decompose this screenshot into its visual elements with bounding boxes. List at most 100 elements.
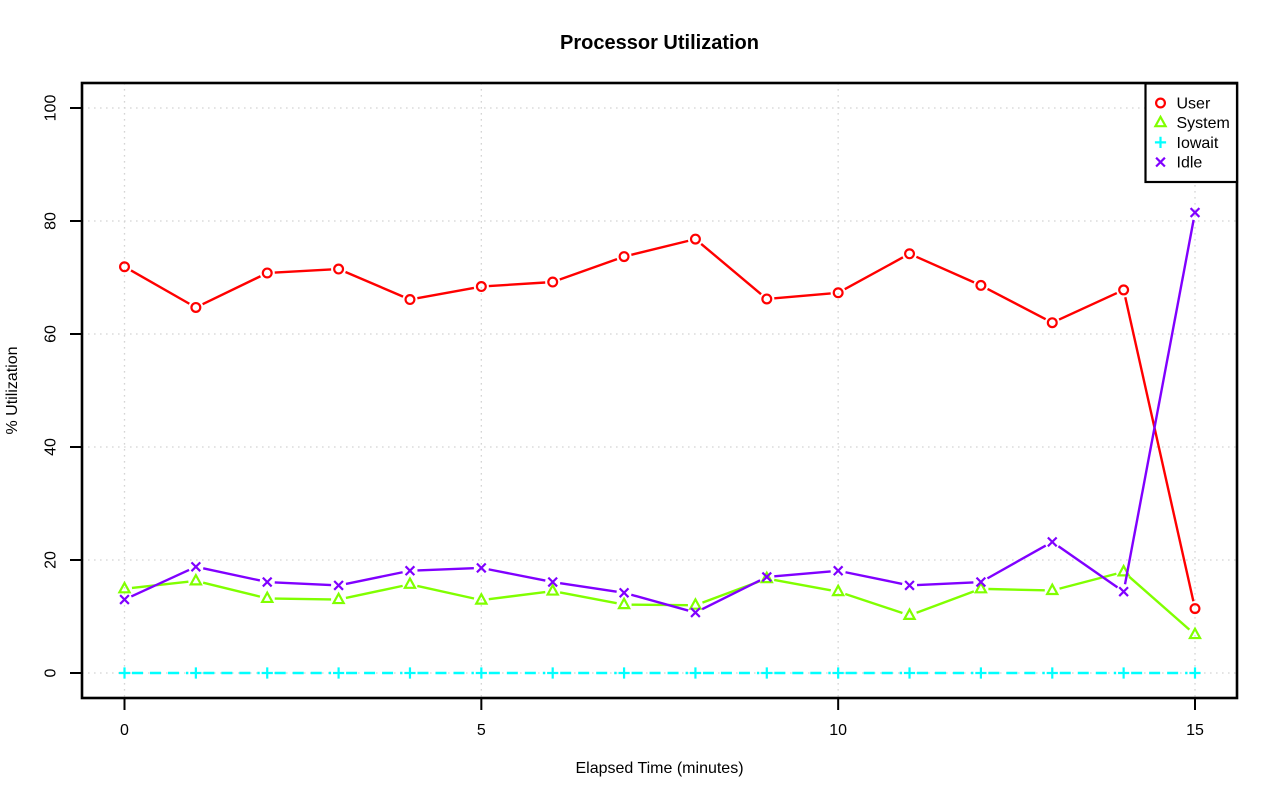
series-user-segment bbox=[417, 286, 475, 300]
series-iowait-marker bbox=[261, 667, 273, 679]
series-system-marker bbox=[545, 582, 560, 596]
series-idle-segment bbox=[701, 579, 761, 611]
legend-item-iowait: Iowait bbox=[1154, 135, 1219, 152]
series-system-segment bbox=[202, 581, 261, 598]
series-iowait-marker bbox=[975, 667, 987, 679]
series-system-marker bbox=[403, 576, 417, 589]
series-system-marker bbox=[331, 591, 346, 605]
series-user-segment bbox=[1058, 291, 1118, 321]
series-iowait-marker bbox=[903, 667, 916, 679]
legend-label-iowait: Iowait bbox=[1177, 135, 1219, 152]
series-idle-marker bbox=[975, 576, 987, 588]
series-idle-marker bbox=[333, 580, 344, 591]
series-iowait-marker bbox=[190, 667, 202, 679]
series-system bbox=[117, 563, 1202, 640]
legend-item-system: System bbox=[1153, 114, 1230, 132]
series-system-segment bbox=[1059, 572, 1117, 590]
series-user-marker bbox=[404, 294, 416, 306]
series-iowait-marker bbox=[761, 667, 773, 679]
series-idle-segment bbox=[845, 571, 903, 586]
series-user-segment bbox=[130, 269, 190, 305]
series-idle-segment bbox=[274, 581, 332, 587]
series-user-marker bbox=[689, 233, 701, 245]
series-user-segment bbox=[700, 242, 762, 296]
series-idle-marker bbox=[832, 565, 844, 576]
series-user-segment bbox=[1124, 296, 1195, 602]
series-system-segment bbox=[1128, 575, 1191, 631]
legend-marker-plus-icon bbox=[1154, 136, 1167, 148]
series-user-segment bbox=[559, 257, 618, 281]
series-idle bbox=[119, 207, 1201, 618]
x-tick-label-2: 10 bbox=[829, 722, 847, 739]
series-user-marker bbox=[333, 263, 345, 275]
series-user-marker bbox=[618, 251, 630, 263]
series-system-marker bbox=[1116, 563, 1131, 577]
x-axis-label: Elapsed Time (minutes) bbox=[575, 760, 743, 777]
plot-border bbox=[80, 81, 1239, 700]
series-idle-segment bbox=[345, 571, 403, 586]
series-user-marker bbox=[904, 248, 916, 260]
series-user-segment bbox=[202, 275, 262, 306]
series-user-marker bbox=[832, 287, 844, 299]
y-tick-label-2: 40 bbox=[43, 438, 60, 456]
series-user-marker bbox=[761, 293, 773, 305]
series-user-segment bbox=[631, 239, 689, 256]
series-user-marker bbox=[475, 281, 487, 293]
series-iowait-marker bbox=[618, 667, 630, 679]
series-idle-segment bbox=[774, 570, 831, 578]
series-idle-marker bbox=[547, 576, 558, 588]
series-system-segment bbox=[559, 591, 617, 605]
series-iowait-marker bbox=[1189, 667, 1201, 679]
series-idle-segment bbox=[1057, 545, 1119, 589]
legend-marker-triangle-icon bbox=[1153, 114, 1168, 128]
series-idle-marker bbox=[119, 594, 130, 605]
series-system-segment bbox=[844, 592, 903, 615]
series-system-segment bbox=[488, 590, 546, 601]
series-idle-segment bbox=[559, 581, 617, 593]
series-iowait-marker bbox=[1046, 667, 1058, 679]
series-system-marker bbox=[688, 597, 703, 610]
legend: User System Iowait Idle bbox=[1144, 82, 1239, 184]
series-iowait-marker bbox=[547, 667, 559, 679]
series-iowait-marker bbox=[832, 667, 844, 679]
series-idle-marker bbox=[1118, 586, 1129, 597]
legend-item-idle: Idle bbox=[1155, 155, 1203, 172]
series-idle-marker bbox=[404, 565, 416, 576]
series-idle-segment bbox=[488, 568, 546, 582]
series-user-segment bbox=[844, 256, 904, 291]
series-user bbox=[118, 233, 1201, 615]
series-idle-segment bbox=[630, 593, 689, 612]
series-iowait-marker bbox=[689, 667, 702, 679]
x-tick-label-0: 0 bbox=[120, 722, 129, 739]
y-tick-label-4: 80 bbox=[43, 212, 60, 230]
series-idle-marker bbox=[904, 580, 915, 591]
legend-label-system: System bbox=[1177, 115, 1230, 132]
legend-marker-x-icon bbox=[1155, 156, 1166, 168]
series-system-marker bbox=[117, 580, 132, 594]
y-axis-label: % Utilization bbox=[4, 346, 21, 434]
series-system-segment bbox=[274, 597, 332, 601]
series-user-marker bbox=[547, 276, 559, 288]
legend-marker-circle-icon bbox=[1154, 97, 1166, 109]
series-user-segment bbox=[986, 287, 1047, 321]
series-iowait-marker bbox=[333, 667, 345, 679]
series-user-segment bbox=[274, 268, 332, 274]
series-idle-marker bbox=[1047, 536, 1058, 548]
series-user-segment bbox=[345, 270, 404, 298]
series-system-segment bbox=[131, 580, 189, 590]
y-tick-label-0: 0 bbox=[43, 668, 60, 677]
legend-label-idle: Idle bbox=[1177, 155, 1203, 172]
series-idle-marker bbox=[1189, 207, 1201, 218]
x-tick-label-3: 15 bbox=[1186, 722, 1204, 739]
y-tick-label-3: 60 bbox=[43, 325, 60, 343]
series-user-marker bbox=[118, 261, 130, 273]
series-iowait-marker bbox=[475, 667, 487, 679]
series-user-segment bbox=[774, 292, 831, 300]
series-idle-marker bbox=[262, 576, 273, 588]
series-system-segment bbox=[773, 578, 832, 592]
series-system-segment bbox=[988, 587, 1045, 592]
series-system-marker bbox=[1045, 582, 1060, 596]
series-iowait bbox=[118, 667, 1201, 679]
series-system-marker bbox=[260, 590, 275, 604]
